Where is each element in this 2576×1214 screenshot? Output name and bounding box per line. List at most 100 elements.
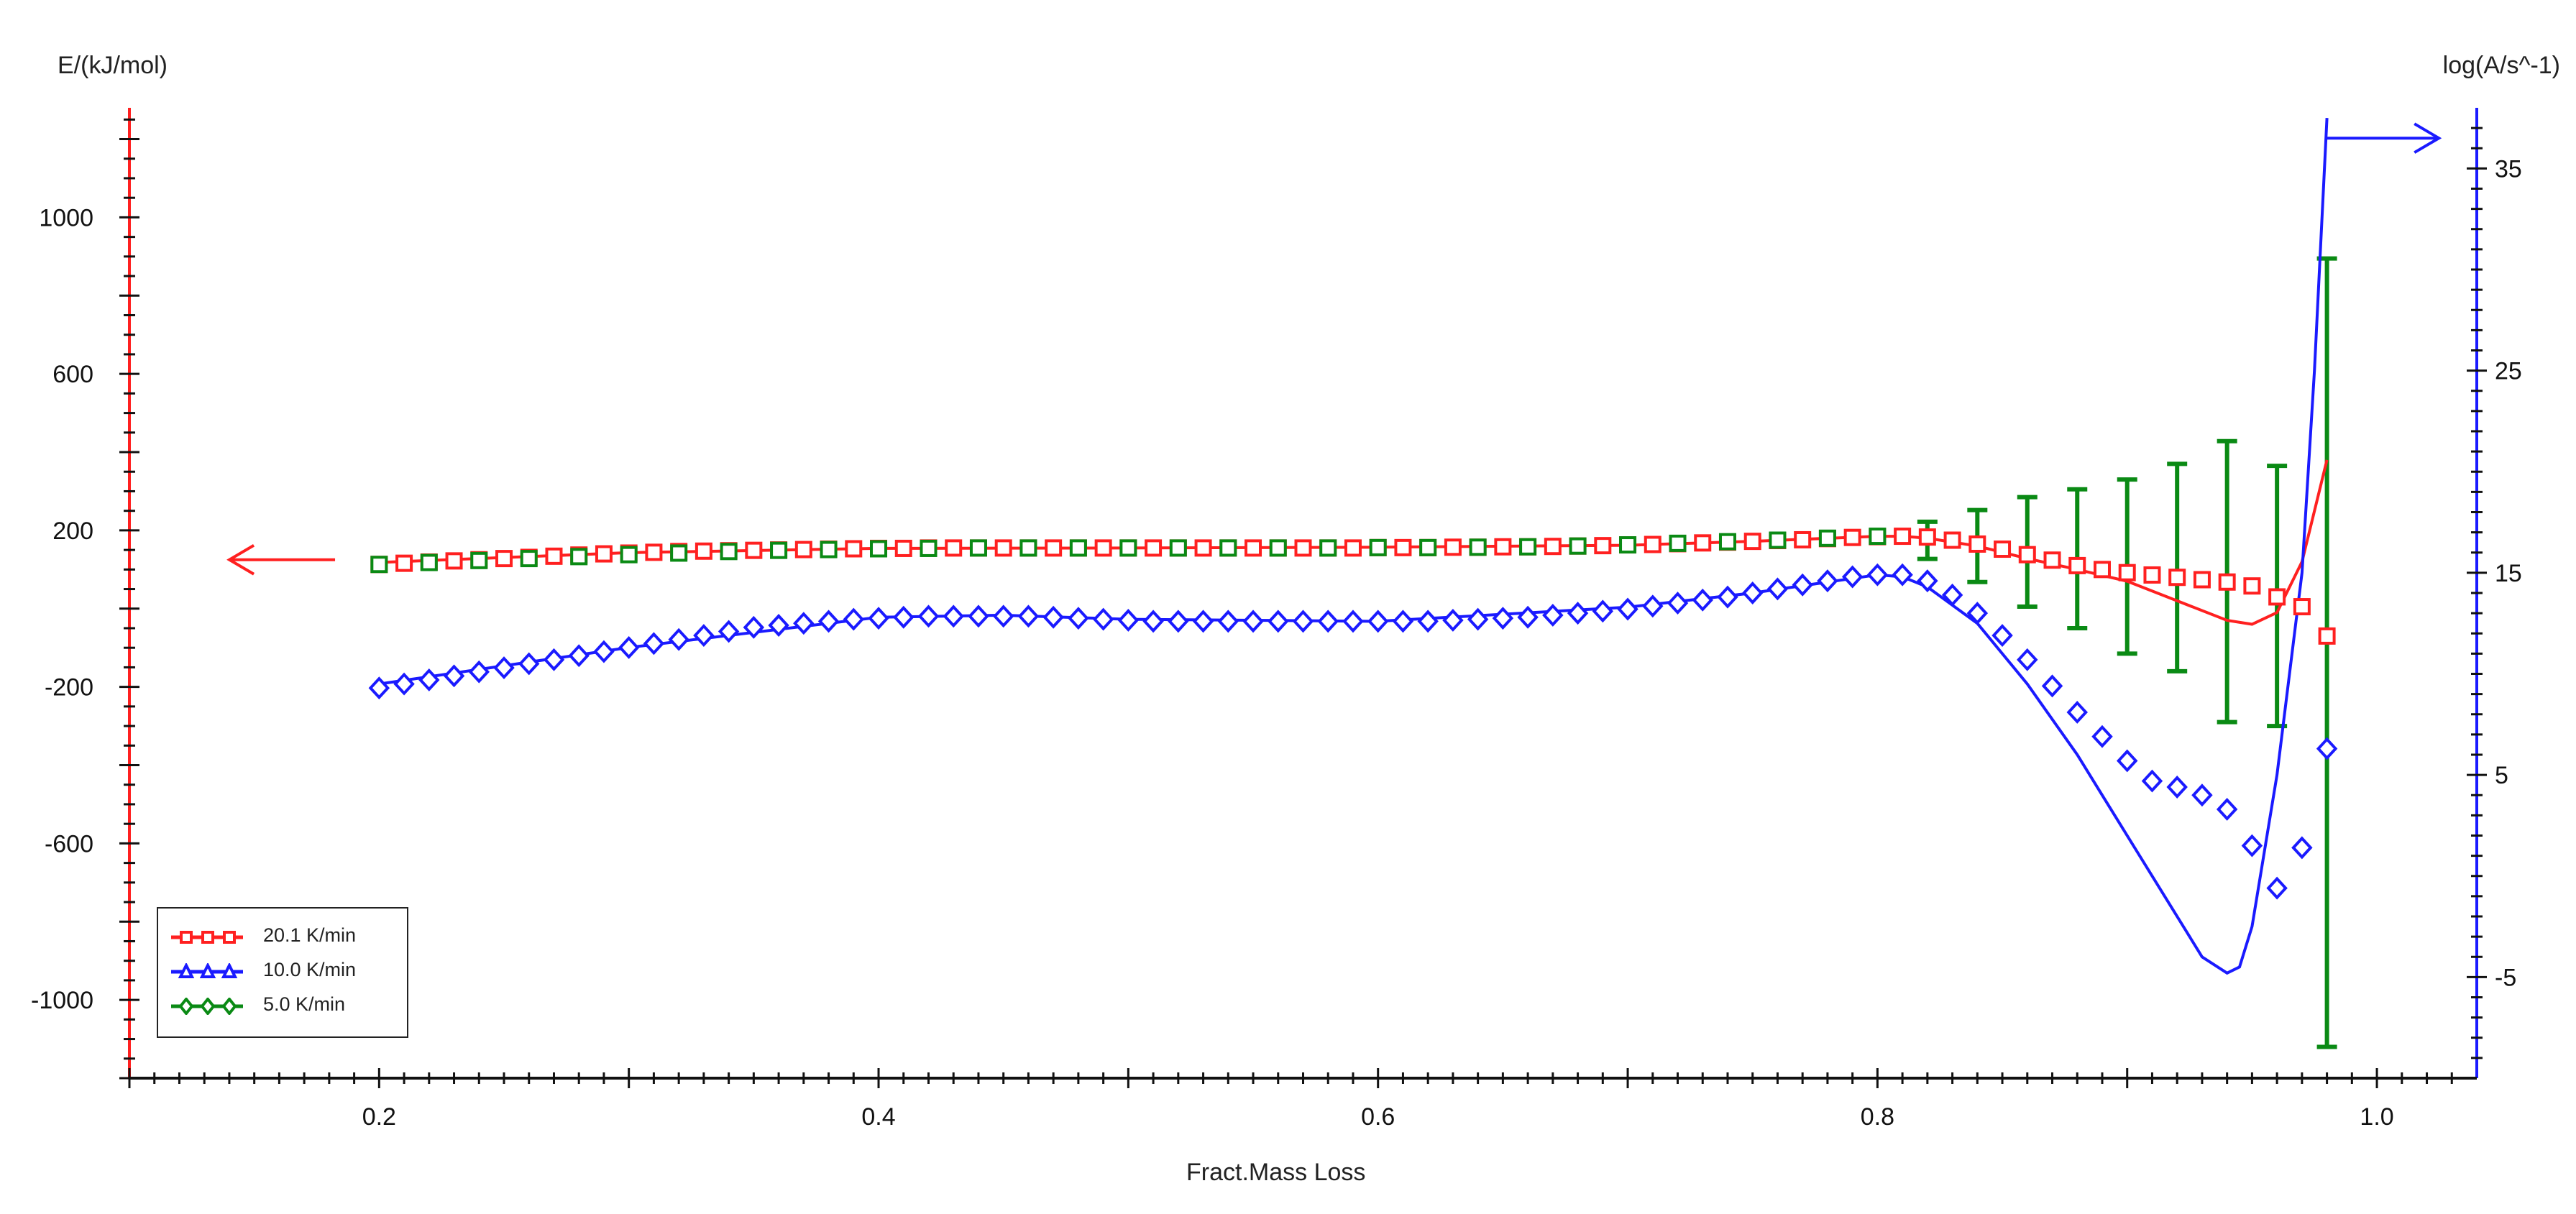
data-point-diamond: [518, 652, 540, 676]
data-point-square: [620, 546, 638, 564]
data-point-diamond: [1492, 607, 1514, 630]
data-point-diamond: [543, 648, 565, 671]
data-point-square: [1444, 538, 1462, 556]
y-right-tick-label: 35: [2495, 155, 2522, 183]
legend-label: 5.0 K/min: [263, 993, 346, 1015]
data-point-diamond: [1991, 624, 2013, 648]
data-point-square: [1245, 539, 1262, 557]
data-point-square: [595, 545, 613, 563]
data-point-square: [1769, 531, 1787, 549]
y-left-tick-label: 600: [52, 361, 93, 388]
data-point-diamond: [843, 607, 865, 631]
data-point-square: [920, 539, 938, 557]
markers-group: [368, 528, 2338, 900]
data-point-square: [1344, 539, 1362, 557]
data-point-square: [1669, 534, 1687, 552]
y-left-tick-label: -200: [45, 674, 93, 702]
data-point-diamond: [1642, 594, 1664, 618]
data-point-diamond: [793, 612, 815, 635]
data-point-square: [1918, 528, 1936, 546]
data-point-diamond: [1617, 597, 1638, 621]
data-point-square: [1818, 529, 1836, 547]
legend-swatch-green: [171, 998, 243, 1015]
data-point-square: [2293, 598, 2311, 616]
data-point-diamond: [568, 644, 590, 668]
data-point-diamond: [2316, 737, 2338, 760]
x-tick-label: 0.4: [861, 1103, 895, 1131]
data-point-diamond: [1392, 610, 1414, 633]
data-point-diamond: [1317, 610, 1339, 633]
data-point-diamond: [1442, 609, 1464, 632]
x-tick-label: 1.0: [2360, 1103, 2393, 1131]
y-left-tick-label: 200: [52, 518, 93, 545]
data-point-diamond: [1168, 610, 1189, 633]
right-arrow-head: [2414, 122, 2442, 154]
data-point-square: [894, 539, 912, 557]
data-point-diamond: [1841, 565, 1864, 589]
data-point-square: [969, 539, 987, 557]
data-point-square: [2218, 573, 2236, 591]
legend-item-5k: 5.0 K/min: [168, 992, 405, 1021]
data-point-diamond: [1941, 583, 1963, 607]
data-point-diamond: [1467, 607, 1489, 631]
data-point-square: [845, 540, 863, 558]
data-point-square: [570, 548, 588, 566]
data-point-square: [1994, 541, 2012, 558]
data-point-square: [794, 541, 812, 558]
data-point-square: [1794, 530, 1812, 548]
data-point-diamond: [1892, 563, 1913, 587]
data-point-square: [1469, 538, 1487, 556]
data-point-square: [1019, 539, 1037, 557]
data-point-square: [1519, 538, 1537, 556]
legend-swatch-red: [171, 931, 243, 944]
data-point-square: [1294, 539, 1312, 557]
data-point-square: [2068, 556, 2086, 574]
data-point-square: [2018, 546, 2036, 564]
data-point-diamond: [1017, 604, 1040, 628]
data-point-diamond: [1717, 585, 1738, 609]
data-point-diamond: [943, 604, 964, 628]
y-right-axis-title: log(A/s^-1): [2442, 52, 2560, 79]
y-right-tick-label: 25: [2495, 358, 2522, 385]
data-point-diamond: [992, 604, 1014, 628]
data-point-diamond: [1741, 581, 1764, 604]
data-point-square: [2143, 566, 2161, 584]
data-point-square: [1644, 535, 1661, 553]
data-point-square: [370, 556, 388, 574]
data-point-square: [720, 543, 738, 561]
data-point-diamond: [1966, 602, 1989, 625]
data-point-diamond: [1142, 610, 1164, 633]
data-point-square: [1544, 538, 1562, 556]
data-point-square: [520, 550, 538, 568]
data-point-square: [695, 542, 712, 560]
y-left-tick-label: -1000: [31, 987, 93, 1014]
data-point-diamond: [2066, 700, 2088, 724]
data-point-diamond: [868, 607, 889, 630]
data-point-square: [2118, 564, 2136, 581]
error-bars-group: [1917, 256, 2337, 1049]
data-point-diamond: [817, 610, 840, 633]
data-point-square: [1943, 531, 1961, 549]
data-point-diamond: [1667, 592, 1689, 615]
data-point-square: [670, 544, 688, 562]
data-point-diamond: [1268, 610, 1289, 633]
data-point-diamond: [2017, 648, 2038, 671]
data-point-square: [495, 550, 513, 568]
x-tick-label: 0.8: [1861, 1103, 1894, 1131]
data-point-diamond: [1042, 605, 1064, 629]
data-point-square: [1119, 539, 1137, 557]
data-point-square: [420, 553, 438, 571]
y-left-tick-label: 1000: [39, 204, 93, 231]
data-point-diamond: [1817, 569, 1838, 593]
data-point-diamond: [368, 676, 390, 700]
data-point-square: [470, 551, 488, 569]
data-point-diamond: [1342, 610, 1364, 633]
data-point-diamond: [2266, 876, 2288, 900]
legend-item-10k: 10.0 K/min: [168, 957, 405, 986]
data-point-diamond: [1542, 603, 1564, 627]
data-point-square: [2243, 577, 2261, 595]
data-point-square: [1219, 539, 1237, 557]
data-point-square: [1843, 528, 1861, 546]
data-point-square: [395, 554, 413, 572]
